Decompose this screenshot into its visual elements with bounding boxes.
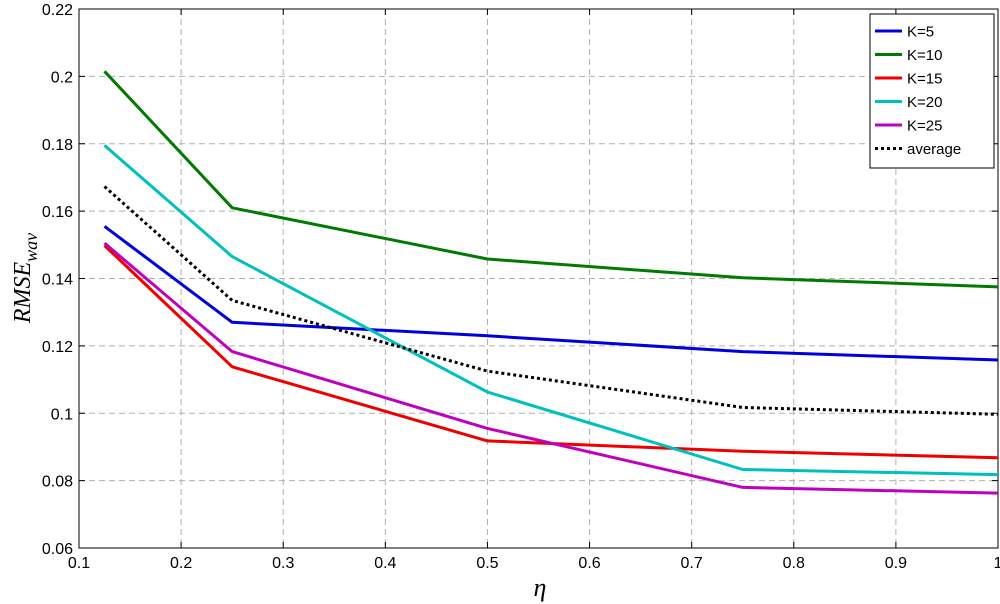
y-tick-label: 0.18: [42, 137, 73, 154]
legend-label-k-20: K=20: [907, 94, 942, 111]
x-tick-label: 0.9: [885, 555, 907, 572]
x-tick-label: 0.2: [170, 555, 192, 572]
series-line-k-15: [103, 244, 999, 460]
legend-label-k-5: K=5: [907, 24, 934, 41]
axis-ticks: 0.1 0.2 0.3 0.4 0.5 0.6 0.7 0.8 0.9 1 0.06 0.08 0.1 0…: [42, 2, 1000, 572]
y-axis-label: RMSEwav: [10, 233, 41, 324]
x-tick-label: 0.1: [68, 555, 90, 572]
legend-box: [869, 13, 995, 169]
x-tick-label: 0.8: [783, 555, 805, 572]
y-axis-label-main: RMSE: [10, 262, 36, 325]
x-tick-label: 0.3: [272, 555, 294, 572]
y-axis-label-group: RMSEwav: [10, 233, 41, 324]
y-axis-label-subscript: wav: [21, 233, 41, 262]
x-tick-label: 0.7: [681, 555, 703, 572]
x-axis-label: η: [534, 573, 547, 602]
x-tick-label: 0.4: [374, 555, 396, 572]
x-tick-label: 0.5: [476, 555, 498, 572]
series-line-k-5: [103, 225, 999, 362]
y-tick-label: 0.12: [42, 339, 73, 356]
y-tick-label: 0.16: [42, 204, 73, 221]
x-tick-label: 0.6: [578, 555, 600, 572]
y-tick-label: 0.2: [51, 69, 73, 86]
y-tick-label: 0.14: [42, 272, 73, 289]
legend-label-k-25: K=25: [907, 118, 942, 135]
x-tick-label: 1: [994, 555, 1000, 572]
y-tick-label: 0.22: [42, 2, 73, 19]
legend-label-average: average: [907, 141, 961, 158]
series-line-k-25: [103, 241, 999, 495]
y-tick-label: 0.08: [42, 474, 73, 491]
legend: K=5 K=10 K=15 K=20 K=25 average: [869, 13, 995, 169]
series-lines: [103, 70, 999, 495]
y-tick-label: 0.06: [42, 541, 73, 558]
grid: [79, 9, 998, 548]
y-tick-label: 0.1: [51, 406, 73, 423]
series-line-k-10: [103, 70, 999, 289]
legend-label-k-15: K=15: [907, 71, 942, 88]
series-line-average: [103, 185, 999, 416]
series-line-k-20: [103, 144, 999, 477]
legend-label-k-10: K=10: [907, 47, 942, 64]
